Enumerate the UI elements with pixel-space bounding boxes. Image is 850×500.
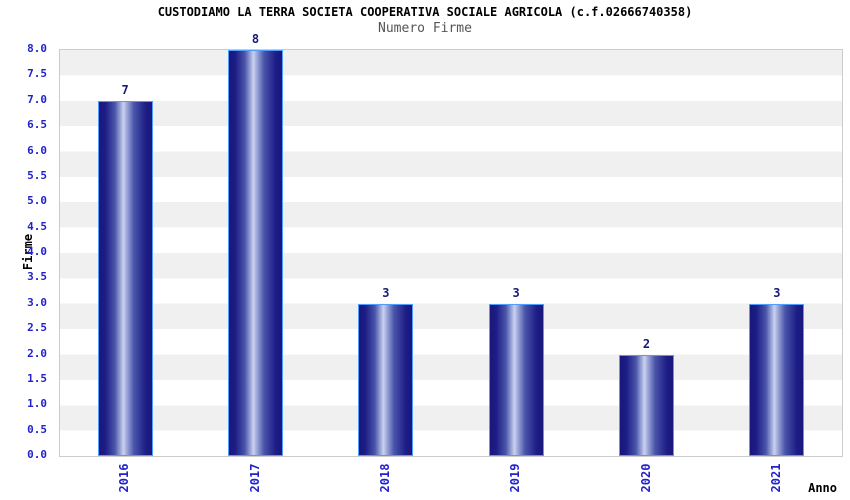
y-tick-label: 7.0: [27, 92, 47, 106]
y-tick-label: 6.5: [27, 118, 47, 132]
x-tick-label: 2019: [508, 463, 523, 493]
x-axis-label: Anno: [808, 481, 837, 495]
y-tick-label: 4.0: [27, 245, 47, 258]
bar-value-label: 3: [512, 285, 520, 300]
bar-2019: [488, 303, 544, 456]
y-tick-label: 1.5: [27, 371, 47, 385]
bar-2017: [228, 50, 283, 456]
x-tick-label: 2017: [247, 463, 262, 493]
bar-value-label: 7: [121, 82, 129, 97]
bar-2016: [97, 100, 153, 456]
y-tick-label: 0.5: [27, 422, 47, 436]
y-tick-label: 5.5: [27, 168, 47, 182]
y-tick-label: 3.0: [27, 295, 47, 309]
y-tick-label: 6.0: [27, 143, 47, 157]
y-tick-label: 0.0: [27, 448, 47, 461]
y-tick-label: 5.0: [27, 194, 47, 208]
chart-subtitle: Numero Firme: [378, 21, 472, 36]
bar-value-label: 8: [251, 32, 260, 46]
chart-title: CUSTODIAMO LA TERRA SOCIETA COOPERATIVA …: [157, 5, 693, 19]
y-tick-label: 1.0: [27, 397, 47, 411]
y-tick-label: 2.0: [27, 346, 47, 360]
y-tick-label: 4.5: [27, 219, 47, 233]
x-tick-label: 2020: [638, 463, 653, 493]
x-tick-label: 2018: [377, 463, 392, 493]
bar-value-label: 2: [642, 336, 651, 351]
y-tick-label: 2.5: [27, 321, 47, 335]
plot-area: 7 8 3 3 2 3: [59, 33, 843, 457]
y-tick-label: 3.5: [27, 270, 47, 284]
bar-value-label: 3: [382, 285, 390, 300]
bar-2018: [358, 303, 414, 456]
bar-2021: [749, 303, 805, 456]
y-tick-label: 8.0: [27, 42, 47, 55]
bar-value-label: 3: [773, 285, 781, 300]
y-tick-label: 7.5: [27, 67, 47, 81]
bar-2020: [619, 354, 674, 456]
x-tick-label: 2016: [117, 463, 132, 493]
x-tick-label: 2021: [768, 463, 783, 493]
